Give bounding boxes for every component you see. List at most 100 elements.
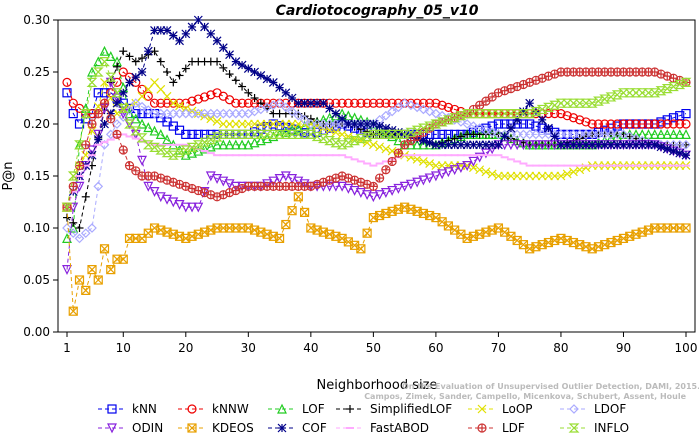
data-point [287,106,297,117]
data-point [674,129,685,139]
data-point [530,106,542,117]
legend-marker [569,404,579,414]
data-point [674,79,686,90]
data-point [105,72,117,82]
data-point [381,165,391,175]
data-point [605,92,617,102]
data-point [62,88,72,98]
data-point [350,98,360,108]
data-point [431,140,441,150]
data-point [399,181,410,192]
data-point [505,108,517,119]
data-point [449,113,461,123]
data-point [256,119,266,129]
legend-item-knn: kNN [98,402,157,416]
data-point [468,156,479,167]
data-point [249,137,260,148]
data-point [205,141,216,152]
data-point [99,98,110,108]
y-axis-label: P@n [1,161,16,190]
data-point [524,108,536,119]
data-point [500,171,510,181]
data-point [106,114,116,124]
data-point [149,187,160,197]
y-tick-label: 0.00 [23,325,50,339]
data-point [412,139,423,150]
data-point [131,72,141,82]
data-point [137,101,147,112]
series-line [66,60,687,208]
watermark-title: On the Evaluation of Unsupervised Outlie… [402,382,699,391]
data-point [137,155,148,166]
data-point [481,125,491,136]
data-point [618,119,629,129]
data-point [544,171,553,181]
data-point [662,144,672,154]
legend-marker [107,423,117,434]
data-point [411,125,423,135]
data-point [125,77,134,87]
data-point [118,254,128,264]
data-point [655,86,667,96]
data-point [356,98,366,108]
data-point [586,98,598,108]
data-point [681,108,691,119]
data-point [368,98,378,108]
data-point [537,129,548,140]
data-point [118,145,128,155]
data-point [218,108,229,119]
data-point [324,136,336,146]
data-point [492,108,504,119]
data-point [555,98,567,108]
legend-label: LoOP [502,402,533,416]
data-point [262,179,273,190]
data-point [543,140,554,151]
legend-label: LDF [502,421,525,434]
data-point [219,63,228,72]
data-point [162,98,172,108]
data-point [431,108,441,119]
chart-title: Cardiotocography_05_v10 [276,3,479,19]
data-point [625,119,635,129]
data-point [143,46,153,56]
data-point [311,131,323,142]
data-point [681,129,691,139]
data-point [268,176,279,187]
data-point [169,78,178,87]
data-point [500,119,510,129]
data-point [237,108,247,119]
series-line [66,92,687,135]
data-point [230,108,241,119]
data-point [193,202,204,213]
data-point [393,98,403,108]
data-point [62,265,72,275]
data-point [136,133,148,143]
data-point [636,88,648,98]
data-point [575,165,585,175]
data-point [530,140,541,151]
data-point [193,108,204,119]
data-point [661,84,673,94]
data-point [443,102,454,112]
data-point [644,140,653,150]
data-point [618,88,629,98]
data-point [662,115,672,125]
data-point [212,129,222,139]
legend-marker [477,423,487,433]
data-point [387,185,398,196]
data-point [280,171,291,182]
data-point [224,129,236,139]
data-point [68,181,78,191]
data-point [537,171,547,181]
data-point [500,132,510,141]
data-point [519,171,528,181]
data-point [261,129,273,139]
data-point [137,84,147,94]
data-point [436,117,448,127]
data-point [392,129,404,139]
y-tick-label: 0.25 [23,65,50,79]
x-tick-label: 40 [303,341,318,355]
data-point [393,102,404,113]
x-tick-label: 70 [491,341,506,355]
data-point [80,108,92,119]
